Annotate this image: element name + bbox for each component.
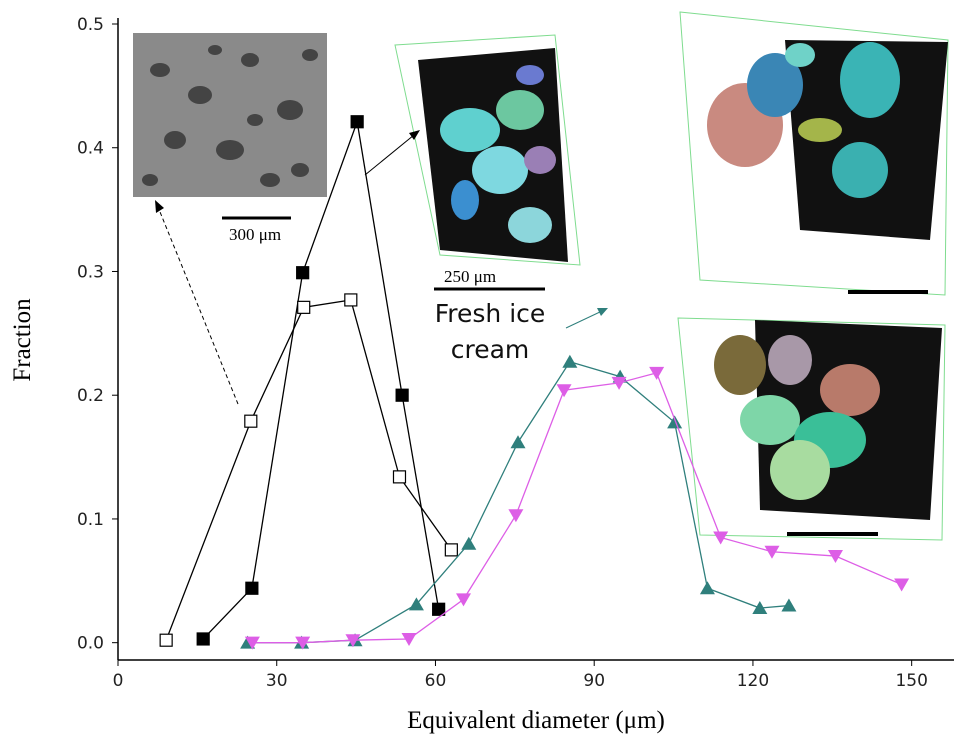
marker — [298, 301, 310, 313]
arrow — [158, 207, 238, 404]
y-tick-label: 0.2 — [77, 386, 104, 406]
x-tick-label: 60 — [425, 671, 447, 691]
y-axis-title: Fraction — [9, 298, 36, 382]
x-tick-label: 150 — [895, 671, 927, 691]
marker — [828, 550, 843, 563]
page: 300 μm 250 μm Equivalent diameter (μm) F… — [0, 0, 954, 747]
x-tick-label: 120 — [737, 671, 769, 691]
marker — [297, 267, 309, 279]
scale-label: 250 μm — [444, 267, 496, 286]
marker — [894, 579, 909, 592]
marker — [433, 603, 445, 615]
y-tick-label: 0.5 — [77, 15, 104, 35]
insets — [133, 12, 948, 540]
series-line — [248, 362, 789, 643]
marker — [160, 634, 172, 646]
marker — [445, 544, 457, 556]
x-tick-label: 0 — [113, 671, 124, 691]
marker — [245, 415, 257, 427]
arrow — [365, 135, 414, 175]
marker — [456, 593, 471, 606]
series-line — [166, 300, 451, 640]
marker — [700, 581, 715, 594]
x-tick-label: 90 — [583, 671, 605, 691]
marker — [508, 509, 523, 522]
y-tick-label: 0.1 — [77, 510, 104, 530]
marker — [396, 389, 408, 401]
marker — [393, 471, 405, 483]
marker — [197, 633, 209, 645]
marker — [781, 599, 796, 612]
y-tick-label: 0.4 — [77, 139, 104, 159]
x-axis-title: Equivalent diameter (μm) — [407, 707, 665, 734]
annotation: Fresh ice cream — [415, 296, 565, 368]
arrow-head — [155, 200, 164, 213]
marker — [649, 367, 664, 380]
arrow-head — [409, 130, 420, 140]
scale-label: 300 μm — [229, 225, 281, 244]
marker — [461, 537, 476, 550]
marker — [345, 294, 357, 306]
chart: 300 μm 250 μm Equivalent diameter (μm) F… — [0, 0, 954, 747]
x-tick-label: 30 — [266, 671, 288, 691]
marker — [246, 582, 258, 594]
marker — [713, 532, 728, 545]
y-tick-label: 0.0 — [77, 634, 104, 654]
marker — [511, 435, 526, 448]
marker — [557, 384, 572, 397]
y-tick-label: 0.3 — [77, 262, 104, 282]
marker — [351, 116, 363, 128]
series-line — [203, 122, 438, 639]
arrow-head — [597, 308, 608, 316]
arrow — [566, 311, 602, 328]
marker — [409, 597, 424, 610]
